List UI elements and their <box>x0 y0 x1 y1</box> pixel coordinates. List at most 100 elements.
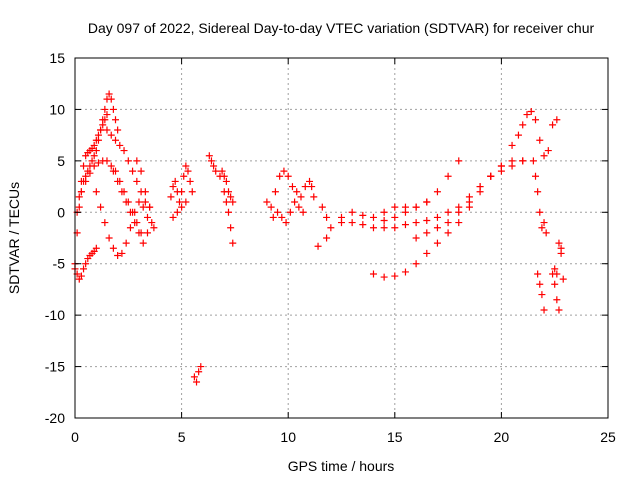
data-point <box>222 177 230 185</box>
series-dip-6h <box>190 363 205 386</box>
y-tick-label: -20 <box>45 410 65 426</box>
data-point <box>92 244 100 252</box>
x-tick-label: 20 <box>494 429 510 445</box>
data-point <box>97 203 105 211</box>
series-band-late-rise <box>412 157 527 242</box>
data-point <box>455 219 463 227</box>
series-early-rise-2 <box>73 111 111 216</box>
data-point <box>80 162 88 170</box>
data-point <box>444 229 452 237</box>
data-point <box>391 203 399 211</box>
data-point <box>527 107 535 115</box>
series-band-12-15h-mid <box>338 157 463 225</box>
data-point <box>103 157 111 165</box>
data-point <box>109 167 117 175</box>
x-tick-labels: 0 5 10 15 20 25 <box>71 429 616 445</box>
data-point <box>282 219 290 227</box>
data-point <box>532 172 540 180</box>
data-point <box>412 234 420 242</box>
data-point <box>532 116 540 124</box>
series-cluster-7h-b <box>218 167 237 206</box>
series-band-14-15h-upper <box>380 198 431 216</box>
data-point <box>92 147 100 155</box>
data-point <box>143 213 151 221</box>
data-point <box>141 198 149 206</box>
data-point <box>444 208 452 216</box>
data-point <box>94 159 102 167</box>
data-point <box>225 188 233 196</box>
data-point <box>207 157 215 165</box>
x-tick-label: 10 <box>280 429 296 445</box>
y-axis-title: SDTVAR / TECUs <box>6 182 22 294</box>
data-point <box>519 157 527 165</box>
data-point <box>553 270 561 278</box>
data-point <box>227 224 235 232</box>
data-point <box>205 152 213 160</box>
data-point <box>109 244 117 252</box>
data-point <box>120 147 128 155</box>
data-point <box>433 239 441 247</box>
data-point <box>391 213 399 221</box>
data-point <box>559 275 567 283</box>
data-point <box>557 249 565 257</box>
x-tick-label: 25 <box>600 429 616 445</box>
data-point <box>536 136 544 144</box>
data-point <box>193 378 201 386</box>
data-point <box>118 188 126 196</box>
data-point <box>133 157 141 165</box>
data-point <box>433 213 441 221</box>
data-point <box>538 224 546 232</box>
y-tick-label: -15 <box>45 359 65 375</box>
data-point <box>423 198 431 206</box>
data-point <box>523 111 531 119</box>
data-point <box>141 188 149 196</box>
data-point <box>210 162 218 170</box>
data-point <box>536 208 544 216</box>
data-point <box>124 157 132 165</box>
data-point <box>148 219 156 227</box>
data-point <box>225 208 233 216</box>
data-point <box>133 177 141 185</box>
data-point <box>555 239 563 247</box>
data-point <box>197 363 205 371</box>
data-point <box>101 116 109 124</box>
data-point <box>180 172 188 180</box>
data-point <box>105 234 113 242</box>
data-point <box>433 224 441 232</box>
data-point <box>212 167 220 175</box>
data-point <box>497 162 505 170</box>
data-point <box>455 157 463 165</box>
data-point <box>288 183 296 191</box>
data-point <box>103 111 111 119</box>
data-point <box>146 203 154 211</box>
data-point <box>114 251 122 259</box>
data-point <box>284 172 292 180</box>
data-point <box>327 224 335 232</box>
data-point <box>423 229 431 237</box>
data-point <box>276 172 284 180</box>
plot-frame <box>74 57 609 419</box>
data-point <box>99 121 107 129</box>
data-point <box>173 208 181 216</box>
x-axis-title: GPS time / hours <box>288 458 395 474</box>
data-point <box>423 217 431 225</box>
data-point <box>553 116 561 124</box>
data-point <box>280 167 288 175</box>
data-point <box>90 152 98 160</box>
data-point <box>286 208 294 216</box>
data-point <box>433 188 441 196</box>
data-point <box>218 167 226 175</box>
data-point <box>323 213 331 221</box>
data-point <box>380 208 388 216</box>
y-tick-label: 5 <box>57 153 65 169</box>
series-early-arc-6 <box>109 167 156 247</box>
series-cluster-6-7h <box>205 152 237 247</box>
data-point <box>476 183 484 191</box>
y-tick-label: -5 <box>53 256 66 272</box>
data-point <box>380 273 388 281</box>
data-point <box>112 116 120 124</box>
data-point <box>551 280 559 288</box>
series-cluster-5h <box>167 162 196 221</box>
x-tick-label: 0 <box>71 429 79 445</box>
data-point <box>135 229 143 237</box>
